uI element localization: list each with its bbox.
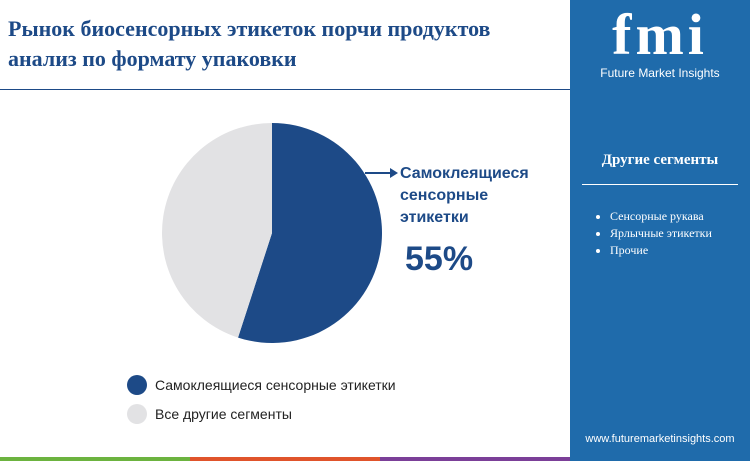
segment-item: Сенсорные рукава xyxy=(610,208,730,225)
divider xyxy=(0,89,570,90)
sidebar: fmi Future Market Insights Другие сегмен… xyxy=(570,0,750,457)
legend-swatch xyxy=(127,375,147,395)
logo: fmi xyxy=(612,2,708,67)
segment-item: Прочие xyxy=(610,242,730,259)
legend-swatch xyxy=(127,404,147,424)
footer-strip xyxy=(380,457,570,461)
callout-arrowhead xyxy=(390,168,398,178)
chart-title: Рынок биосенсорных этикеток порчи продук… xyxy=(8,16,491,71)
website: www.futuremarketinsights.com xyxy=(585,433,735,445)
footer-strip xyxy=(570,457,750,461)
brand: Future Market Insights xyxy=(600,66,720,80)
value-label: 55% xyxy=(405,240,474,278)
pie-slice xyxy=(162,123,272,338)
segment-list: Сенсорные рукава Ярлычные этикетки Прочи… xyxy=(592,208,730,259)
legend-label: Все другие сегменты xyxy=(155,406,292,422)
pie-slice xyxy=(238,123,383,344)
callout-label: Самоклеящиеся сенсорные этикетки xyxy=(400,165,529,226)
legend-label: Самоклеящиеся сенсорные этикетки xyxy=(155,377,396,393)
footer-strip xyxy=(0,457,190,461)
footer-strip xyxy=(190,457,380,461)
sidebar-heading: Другие сегменты xyxy=(601,152,719,168)
segment-item: Ярлычные этикетки xyxy=(610,225,730,242)
divider xyxy=(582,184,738,185)
chart: Самоклеящиеся сенсорные этикетки Все друг… xyxy=(127,123,398,424)
